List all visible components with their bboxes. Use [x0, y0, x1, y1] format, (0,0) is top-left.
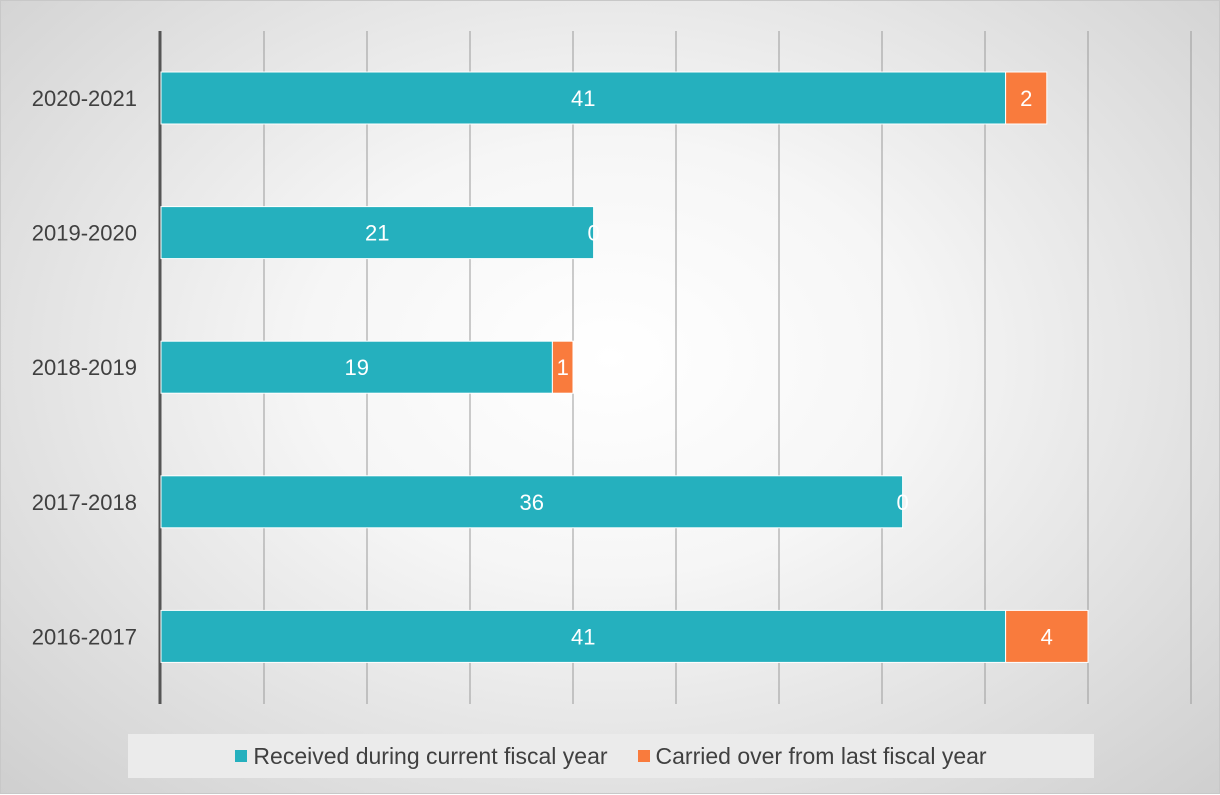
bar-segment: [551, 340, 574, 394]
category-label: 2019-2020: [32, 221, 137, 246]
data-label: 41: [571, 86, 595, 111]
data-label: 41: [571, 624, 595, 649]
bar-segment: [160, 206, 595, 260]
data-label: 19: [344, 355, 368, 380]
data-label: 0: [896, 490, 908, 515]
legend: Received during current fiscal year Carr…: [128, 734, 1094, 778]
data-label: 36: [520, 490, 544, 515]
bar-segment: [160, 609, 1007, 663]
data-label: 2: [1020, 86, 1032, 111]
data-label: 0: [587, 221, 599, 246]
category-label: 2016-2017: [32, 624, 137, 649]
legend-item-carried: Carried over from last fiscal year: [637, 742, 987, 770]
bar-segment: [1005, 609, 1089, 663]
legend-label-carried: Carried over from last fiscal year: [655, 742, 987, 769]
bar-segment: [160, 71, 1007, 125]
data-label: 4: [1041, 624, 1053, 649]
bar-segment: [160, 340, 553, 394]
category-label: 2018-2019: [32, 355, 137, 380]
data-label: 1: [557, 355, 569, 380]
bar-segment: [1005, 71, 1048, 125]
legend-swatch-carried: [637, 750, 650, 762]
data-label: 21: [365, 221, 389, 246]
legend-label-received: Received during current fiscal year: [253, 742, 608, 769]
category-label: 2020-2021: [32, 86, 137, 111]
category-label: 2017-2018: [32, 490, 137, 515]
legend-swatch-received: [235, 750, 248, 762]
legend-item-received: Received during current fiscal year: [235, 742, 608, 770]
bar-segment: [160, 475, 904, 529]
